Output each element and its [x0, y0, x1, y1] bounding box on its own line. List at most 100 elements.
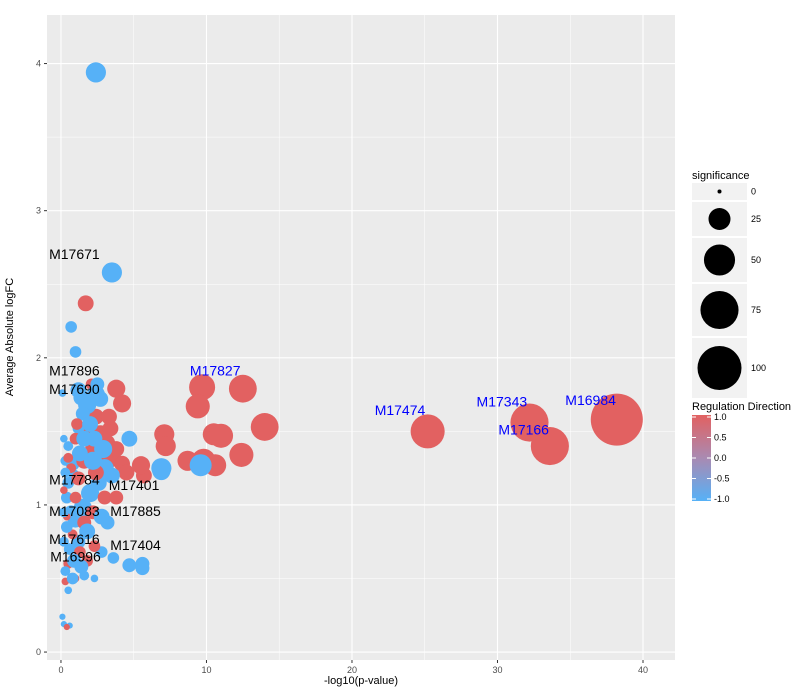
point-label: M17784 [49, 471, 100, 487]
size-legend-label: 25 [751, 214, 761, 224]
size-legend-label: 0 [751, 187, 756, 197]
point-label: M17401 [109, 477, 160, 493]
y-tick-label: 4 [36, 59, 41, 69]
grid-lines [47, 15, 675, 660]
point-down [122, 558, 137, 573]
point-up [88, 540, 101, 552]
point-label: M17166 [498, 421, 549, 437]
point-down [60, 491, 73, 504]
point-down [60, 521, 73, 533]
point-down [63, 543, 76, 555]
point-up [109, 490, 124, 505]
point-label: M17885 [110, 503, 161, 519]
point-up [185, 394, 210, 419]
point-down [92, 391, 109, 407]
point-down [90, 574, 99, 583]
point-down [58, 507, 69, 518]
x-tick-label: 10 [201, 665, 211, 675]
point-down [60, 467, 71, 478]
point-label: M17343 [477, 393, 528, 409]
point-label: M17896 [49, 362, 100, 378]
point-label: M17827 [190, 362, 241, 378]
point-down [62, 477, 75, 489]
point-up [63, 623, 70, 631]
point-down [85, 62, 106, 83]
point-down [74, 559, 89, 574]
point-up [101, 408, 117, 425]
point-down [66, 572, 79, 585]
size-legend-circle [700, 290, 739, 330]
point-down [65, 321, 77, 333]
point-label: M16996 [50, 549, 101, 565]
point-up [77, 295, 94, 312]
point-down [79, 523, 96, 540]
point-down [152, 462, 171, 481]
color-bar [692, 415, 711, 501]
data-points [58, 62, 643, 631]
y-axis-title: Average Absolute logFC [4, 278, 16, 396]
point-down [58, 389, 67, 397]
point-up [229, 442, 254, 467]
point-label: M17616 [49, 531, 100, 547]
point-down [63, 441, 74, 451]
axes: 0 10 20 30 40 0 1 2 3 4 [36, 59, 648, 675]
point-down [107, 552, 120, 564]
x-tick-label: 0 [58, 665, 63, 675]
size-legend-circle [703, 244, 736, 276]
y-tick-label: 1 [36, 500, 41, 510]
size-legend-label: 50 [751, 255, 761, 265]
point-up [102, 420, 119, 437]
point-down [189, 454, 212, 477]
point-label: M17671 [49, 246, 100, 262]
point-up [108, 441, 125, 457]
size-legend-label: 75 [751, 305, 761, 315]
point-down [59, 613, 66, 620]
y-tick-label: 3 [36, 206, 41, 216]
point-up [67, 529, 78, 540]
point-up [118, 464, 135, 481]
point-label: M16984 [565, 392, 616, 408]
point-down [64, 586, 73, 595]
x-tick-label: 30 [492, 665, 502, 675]
point-down [103, 467, 120, 484]
color-legend: Regulation Direction 1.0 0.5 0.0 -0.5 -1.0 [692, 401, 791, 504]
point-down [58, 536, 69, 547]
point-down [69, 346, 82, 358]
size-legend-circle [717, 189, 722, 194]
point-up [113, 394, 132, 413]
point-down [79, 570, 90, 581]
y-tick-label: 0 [36, 647, 41, 657]
point-up [63, 452, 74, 463]
point-up [208, 423, 234, 448]
point-down [83, 451, 103, 470]
size-legend-circle [697, 346, 742, 390]
point-up [155, 435, 176, 457]
point-up [71, 418, 83, 430]
point-down [94, 439, 113, 459]
size-legend-title: significance [692, 170, 749, 182]
size-legend-label: 100 [751, 363, 766, 373]
point-up [60, 486, 68, 495]
point-label: M17083 [49, 503, 100, 519]
point-down [60, 566, 71, 577]
point-down [60, 434, 68, 443]
point-labels: M17671 M17896 M17690 M17827 M17474 M17343 M171… [49, 246, 616, 564]
point-up [189, 374, 216, 401]
color-legend-label: 0.5 [714, 433, 727, 443]
point-label: M17474 [375, 402, 426, 418]
point-down [135, 561, 150, 576]
point-up [107, 379, 126, 398]
point-up [71, 471, 86, 486]
color-legend-label: -1.0 [714, 494, 730, 504]
point-up [410, 414, 445, 449]
x-tick-label: 40 [638, 665, 648, 675]
point-up [228, 374, 257, 403]
color-legend-label: 0.0 [714, 453, 727, 463]
size-legend-circle [708, 208, 731, 230]
color-legend-label: 1.0 [714, 412, 727, 422]
point-down [100, 515, 115, 530]
point-down [90, 377, 105, 392]
x-tick-label: 20 [347, 665, 357, 675]
point-up [590, 393, 643, 446]
